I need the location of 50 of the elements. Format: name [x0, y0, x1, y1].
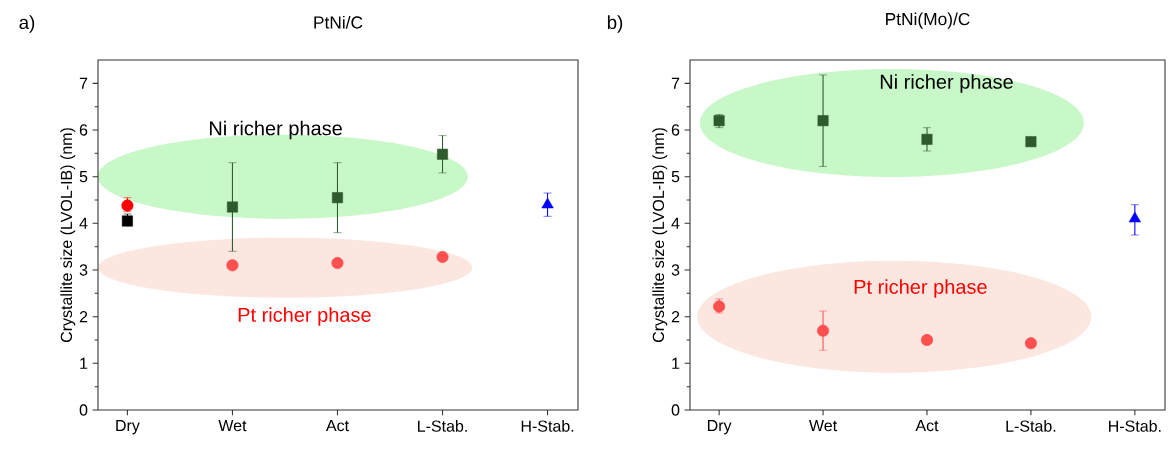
- x-tick-label: H-Stab.: [521, 420, 574, 432]
- y-tick-label: 7: [79, 77, 88, 89]
- annotation: Ni richer phase: [880, 74, 1013, 93]
- x-tick-label: Act: [325, 420, 349, 432]
- x-tick-label: L-Stab.: [1006, 420, 1056, 432]
- x-tick-label: Dry: [707, 420, 732, 435]
- y-tick-label: 2: [79, 311, 88, 323]
- y-tick-label: 1: [672, 357, 680, 369]
- point: [1128, 211, 1141, 223]
- point: [817, 115, 829, 127]
- y-axis-title: Crystallite size (LVOL-IB) (nm): [60, 128, 76, 343]
- point: [541, 197, 554, 209]
- text: a): [19, 15, 35, 33]
- annotation: Pt richer phase: [854, 279, 987, 298]
- y-tick-label: 3: [671, 264, 680, 276]
- x-tick-label: H-Stab.: [1109, 420, 1161, 432]
- y-tick-label: 3: [79, 264, 88, 276]
- y-tick-label: 4: [79, 217, 88, 229]
- y-tick-label: 6: [79, 124, 88, 136]
- point: [1025, 136, 1037, 148]
- y-tick-label: 6: [671, 124, 680, 136]
- chart-title: PtNi(Mo)/C: [886, 12, 970, 29]
- y-tick-label: 7: [671, 77, 680, 89]
- y-tick-label: 5: [79, 171, 88, 183]
- y-axis-title: Crystallite size (LVOL-IB) (nm): [652, 128, 668, 343]
- point: [817, 324, 830, 337]
- y-tick-label: 4: [671, 217, 680, 229]
- point: [331, 257, 344, 270]
- text: b): [607, 15, 623, 33]
- point: [920, 334, 933, 346]
- x-tick-label: Dry: [116, 420, 140, 435]
- point: [1024, 337, 1037, 350]
- point: [226, 201, 238, 213]
- annotation: Ni richer phase: [209, 120, 342, 140]
- point: [921, 133, 933, 145]
- y-tick-label: 5: [671, 171, 680, 183]
- x-tick-label: Act: [915, 420, 939, 432]
- point: [226, 259, 239, 272]
- x-tick-label: L-Stab.: [418, 420, 467, 432]
- point: [437, 148, 448, 160]
- x-tick-label: Wet: [809, 420, 838, 432]
- y-tick-label: 0: [79, 404, 88, 416]
- y-tick-label: 0: [671, 404, 680, 416]
- point: [436, 250, 449, 263]
- x-tick-label: Wet: [218, 420, 247, 432]
- annotation: Pt richer phase: [238, 307, 371, 326]
- point: [332, 192, 343, 204]
- chart-title: PtNi/C: [314, 15, 363, 29]
- y-tick-label: 2: [671, 311, 680, 323]
- y-tick-label: 1: [80, 357, 88, 369]
